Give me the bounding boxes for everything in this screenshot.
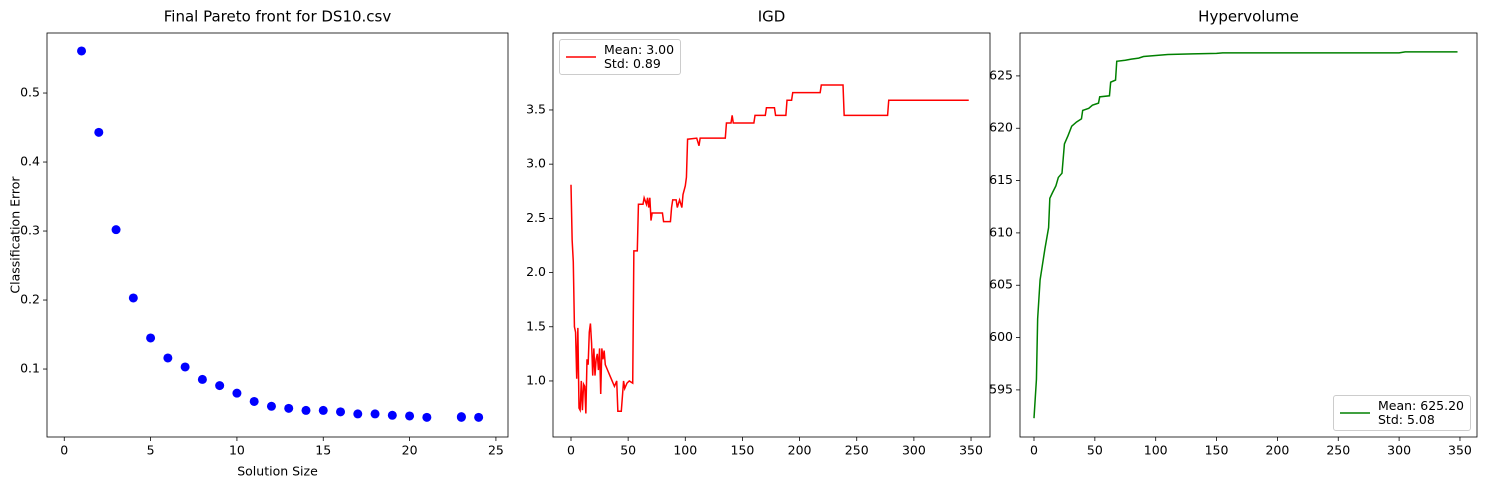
data-point (405, 411, 415, 421)
legend-swatch (566, 56, 596, 58)
data-point (301, 405, 311, 415)
data-point (318, 405, 328, 415)
y-tick-label: 605 (989, 277, 1013, 292)
y-tick-label: 0.5 (20, 85, 40, 100)
y-tick-label: 0.2 (20, 292, 40, 307)
y-tick-label: 2.0 (526, 264, 546, 279)
x-tick-label: 200 (788, 443, 812, 458)
data-point (474, 412, 484, 422)
x-tick-label: 50 (620, 443, 636, 458)
y-tick-label: 615 (989, 172, 1013, 187)
y-tick-label: 1.5 (526, 318, 546, 333)
plot-frame (552, 32, 991, 438)
chart-title: IGD (758, 8, 786, 26)
y-tick-label: 610 (989, 224, 1013, 239)
y-tick-label: 600 (989, 329, 1013, 344)
y-tick-label: 2.5 (526, 210, 546, 225)
data-point (128, 293, 138, 303)
data-point (284, 403, 294, 413)
data-point (111, 225, 121, 235)
x-tick-label: 15 (315, 443, 331, 458)
x-tick-label: 100 (1144, 443, 1168, 458)
x-tick-label: 350 (1448, 443, 1472, 458)
data-point (353, 409, 363, 419)
legend-label: Mean: 625.20 Std: 5.08 (1378, 398, 1464, 427)
x-tick-label: 5 (147, 443, 155, 458)
legend-label: Mean: 3.00 Std: 0.89 (604, 42, 675, 71)
data-point (336, 407, 346, 417)
legend: Mean: 625.20 Std: 5.08 (1333, 395, 1471, 431)
x-tick-label: 300 (1387, 443, 1411, 458)
x-tick-label: 150 (1205, 443, 1229, 458)
plot-frame (46, 32, 509, 438)
x-tick-label: 300 (902, 443, 926, 458)
x-tick-label: 50 (1087, 443, 1103, 458)
data-point (180, 362, 190, 372)
chart-title: Hypervolume (1198, 8, 1299, 26)
legend: Mean: 3.00 Std: 0.89 (559, 39, 682, 75)
x-tick-label: 250 (845, 443, 869, 458)
data-point (422, 412, 432, 422)
data-point (456, 412, 466, 422)
x-tick-label: 250 (1326, 443, 1350, 458)
x-tick-label: 0 (567, 443, 575, 458)
data-point (249, 396, 259, 406)
data-point (94, 127, 104, 137)
data-point (163, 353, 173, 363)
data-point (215, 381, 225, 391)
y-tick-label: 0.1 (20, 361, 40, 376)
y-axis-label: Classification Error (8, 176, 23, 294)
x-tick-label: 0 (60, 443, 68, 458)
y-tick-label: 1.0 (526, 372, 546, 387)
x-tick-label: 150 (731, 443, 755, 458)
x-tick-label: 10 (229, 443, 245, 458)
x-tick-label: 100 (673, 443, 697, 458)
x-tick-label: 20 (402, 443, 418, 458)
data-point (146, 333, 156, 343)
y-tick-label: 0.3 (20, 223, 40, 238)
y-tick-label: 3.0 (526, 156, 546, 171)
chart-title: Final Pareto front for DS10.csv (164, 8, 392, 26)
plot-frame (1019, 32, 1478, 438)
x-tick-label: 0 (1030, 443, 1038, 458)
data-point (197, 374, 207, 384)
data-point (232, 388, 242, 398)
x-axis-label: Solution Size (237, 464, 318, 479)
y-tick-label: 595 (989, 381, 1013, 396)
data-point (387, 410, 397, 420)
x-tick-label: 25 (488, 443, 504, 458)
data-point (266, 401, 276, 411)
data-line (1033, 51, 1458, 419)
legend-swatch (1340, 412, 1370, 414)
y-tick-label: 625 (989, 67, 1013, 82)
y-tick-label: 620 (989, 120, 1013, 135)
data-point (77, 46, 87, 56)
data-line (570, 84, 969, 414)
y-tick-label: 0.4 (20, 154, 40, 169)
data-point (370, 409, 380, 419)
y-tick-label: 3.5 (526, 101, 546, 116)
x-tick-label: 200 (1265, 443, 1289, 458)
x-tick-label: 350 (959, 443, 983, 458)
